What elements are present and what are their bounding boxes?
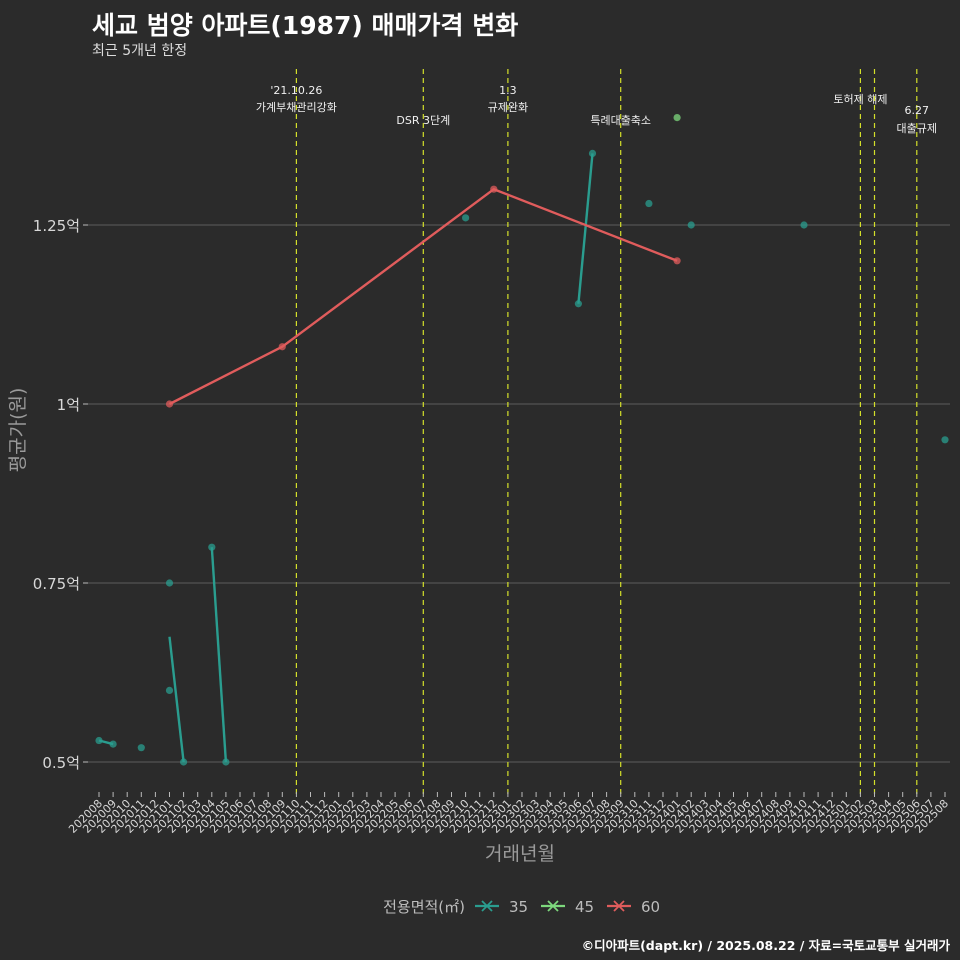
legend-label-60: 60 [641,898,660,916]
series-60-point [165,400,174,408]
series-35-point [588,149,597,157]
series-35-line [168,636,185,763]
source-caption: ©디아파트(dapt.kr) / 2025.08.22 / 자료=국토교통부 실… [581,938,950,953]
legend-item-45: 45 [541,898,594,916]
axis-layer: 0.5억0.75억1억1.25억202008202009202010202011… [7,217,951,865]
x-axis-title: 거래년월 [485,843,555,865]
event-label: 규제완화 [488,101,528,114]
event-label: 가계부채관리강화 [256,101,337,114]
series-35-line [577,153,594,304]
event-label: 6.27 [905,104,930,117]
event-label: '21.10.26 [270,84,322,97]
series-35-point [941,436,949,444]
series-layer [95,114,949,766]
series-60-line [168,187,678,406]
chart-subtitle: 최근 5개년 한정 [92,43,188,59]
y-tick-label: 1억 [57,396,80,414]
y-axis-title: 평균가(원) [7,388,29,473]
event-label: 1.3 [499,84,517,97]
legend-title: 전용면적(㎡) [383,898,465,916]
series-35-point [687,221,695,229]
legend-swatch-x2-35 [481,900,493,912]
legend-swatch-x2-45 [547,900,559,912]
legend-item-35: 35 [475,898,528,916]
series-35-point [137,744,145,752]
legend-item-60: 60 [607,898,660,916]
series-35-point [574,300,583,308]
event-label: 대출규제 [897,122,937,135]
event-label: 특례대출축소 [590,114,651,127]
series-60-point [278,343,286,351]
grid-layer [88,224,950,763]
event-label: 토허제 해제 [833,92,887,106]
series-45-point [673,114,681,122]
series-35-point [165,579,174,587]
series-35-point [109,740,117,748]
series-60-point [490,185,498,193]
y-tick-label: 0.75억 [33,575,80,593]
event-label: DSR 3단계 [396,114,450,127]
series-35-point [180,758,188,766]
series-35-point [222,758,230,766]
series-35-line [210,547,228,763]
series-35-point [462,214,470,222]
legend-label-35: 35 [509,898,528,916]
series-35-point [645,199,653,208]
series-35-point [165,686,174,695]
legend-layer: 전용면적(㎡) 35 45 60 [383,898,660,916]
series-35-point [95,736,103,745]
legend-label-45: 45 [575,898,594,916]
series-35-point [800,221,808,229]
series-35-point [208,543,216,551]
legend-swatch-x2-60 [613,900,625,912]
chart-title: 세교 범양 아파트(1987) 매매가격 변화 [92,11,519,40]
y-tick-label: 1.25억 [33,217,80,235]
y-tick-label: 0.5억 [42,754,80,772]
series-60-point [673,257,681,265]
